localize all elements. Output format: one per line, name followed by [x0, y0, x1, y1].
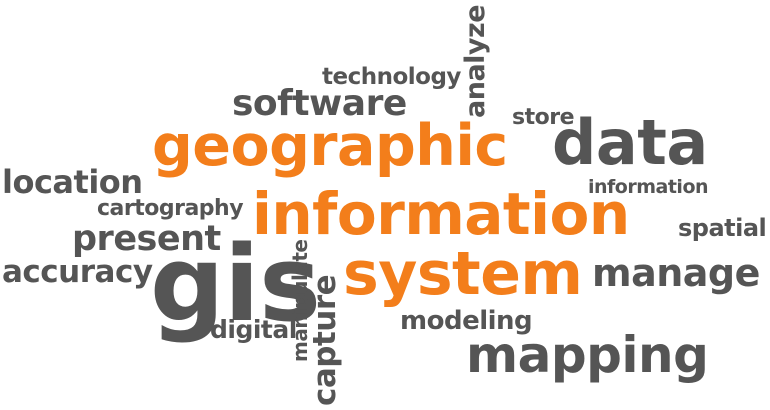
word-present: present [72, 219, 221, 259]
word-accuracy: accuracy [2, 254, 153, 290]
word-store: store [512, 105, 575, 130]
word-technology: technology [322, 64, 461, 90]
word-capture: capture [307, 274, 343, 406]
word-spatial: spatial [678, 214, 767, 242]
word-digital: digital [210, 315, 297, 344]
word-mapping: mapping [466, 326, 709, 384]
word-cartography: cartography [97, 196, 244, 221]
word-geographic: geographic [152, 113, 508, 179]
word-information-small: information [588, 176, 709, 198]
word-information: information [252, 180, 630, 248]
word-analyze: analyze [460, 4, 491, 118]
word-software: software [232, 83, 407, 124]
word-gis: gis [150, 223, 321, 345]
word-manage: manage [592, 251, 760, 295]
word-system: system [343, 239, 583, 309]
word-modeling: modeling [400, 306, 533, 336]
word-location: location [2, 163, 143, 201]
word-data: data [552, 106, 708, 179]
